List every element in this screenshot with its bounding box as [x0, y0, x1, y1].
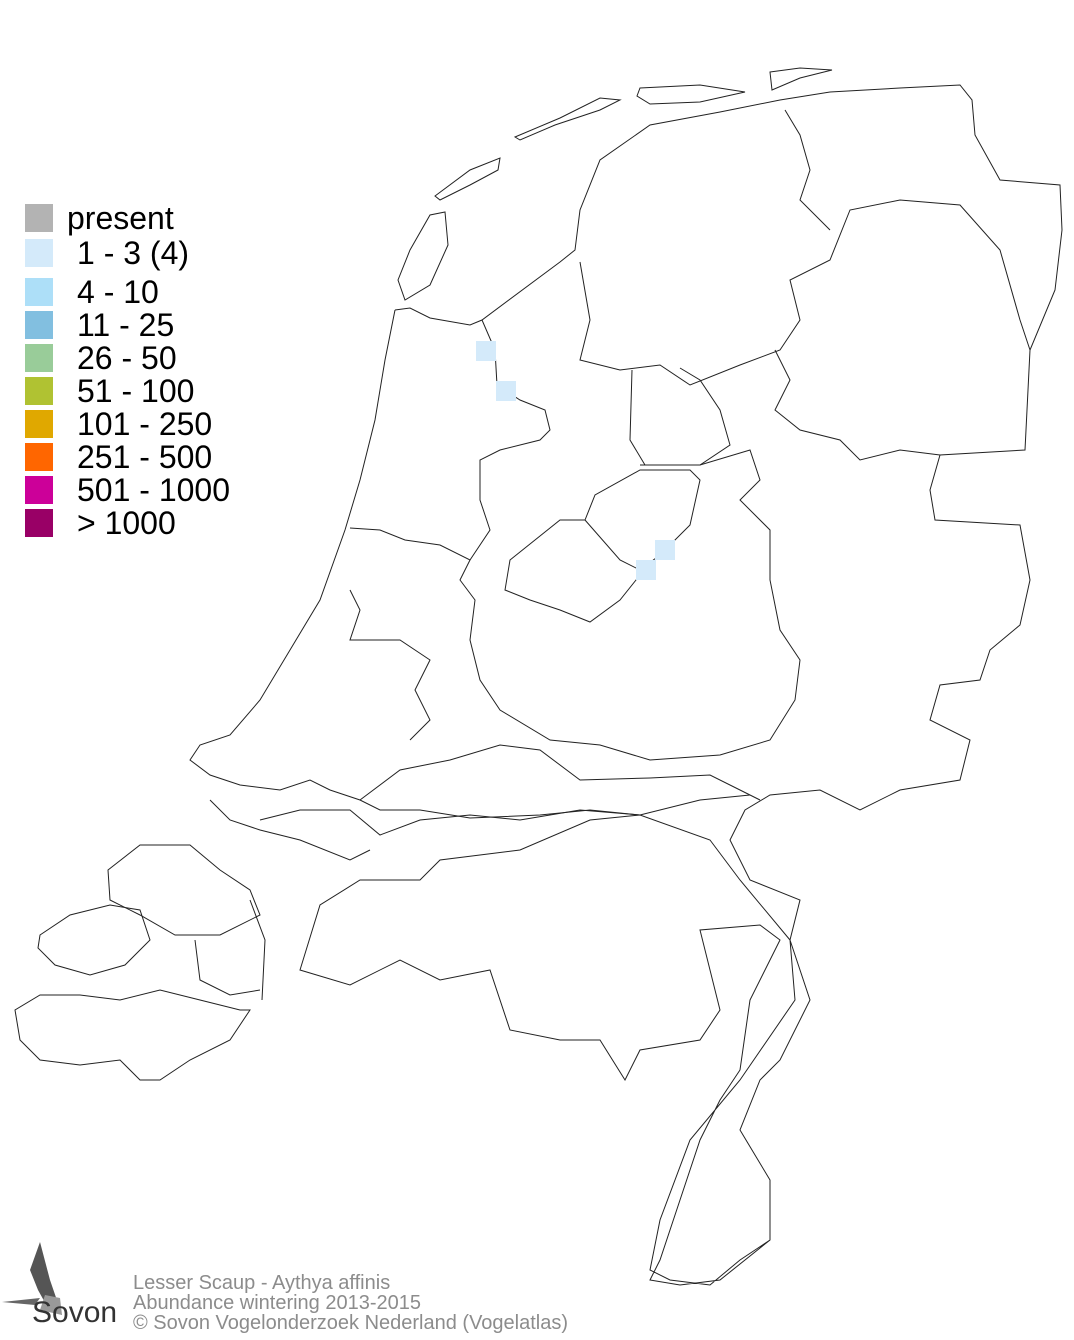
legend-swatch — [25, 344, 53, 372]
country-outline — [107, 844, 261, 936]
legend-swatch — [25, 410, 53, 438]
legend-swatch — [25, 204, 53, 232]
region-border — [784, 109, 831, 231]
map-subtitle: Abundance wintering 2013-2015 — [133, 1292, 421, 1314]
legend-item: 4 - 10 — [25, 274, 159, 310]
river — [209, 799, 371, 861]
occupied-cell — [655, 540, 675, 560]
country-outline — [14, 84, 1063, 1286]
legend-swatch — [25, 239, 53, 267]
occupied-cell — [636, 560, 656, 580]
legend-swatch — [25, 443, 53, 471]
legend-item: present — [25, 200, 174, 236]
occupied-cell — [476, 341, 496, 361]
occupied-cell — [496, 381, 516, 401]
legend-label: 51 - 100 — [77, 373, 195, 409]
legend-item: 11 - 25 — [25, 307, 175, 343]
legend-swatch — [25, 509, 53, 537]
region-border — [459, 449, 801, 761]
legend-label: 26 - 50 — [77, 340, 177, 376]
legend-label: 11 - 25 — [77, 307, 175, 343]
legend-swatch — [25, 278, 53, 306]
legend-swatch — [25, 476, 53, 504]
river — [259, 794, 751, 836]
island-outline — [397, 211, 449, 301]
river — [359, 744, 761, 801]
river — [249, 899, 266, 1001]
swallow-icon — [2, 1242, 62, 1315]
legend-label: 251 - 500 — [77, 439, 213, 475]
region-border — [774, 349, 941, 461]
country-outline — [513, 97, 622, 141]
legend-label: 101 - 250 — [77, 406, 213, 442]
legend-item: 101 - 250 — [25, 406, 213, 442]
sovon-logo-text: Sovon — [32, 1296, 118, 1329]
legend-item: 51 - 100 — [25, 373, 195, 409]
island-outline — [636, 84, 746, 105]
legend-swatch — [25, 377, 53, 405]
legend-item: 1 - 3 (4) — [25, 235, 190, 271]
region-border — [349, 589, 431, 741]
legend-label: 4 - 10 — [77, 274, 159, 310]
legend-label: 1 - 3 (4) — [77, 235, 190, 271]
island-outline — [769, 67, 833, 91]
island-outline — [434, 157, 501, 201]
legend-item: 501 - 1000 — [25, 472, 231, 508]
legend-label: present — [67, 200, 174, 236]
river — [194, 939, 261, 996]
species-title: Lesser Scaup - Aythya affinis — [133, 1272, 391, 1294]
region-border — [349, 319, 551, 561]
occupied-cells — [476, 341, 675, 580]
country-outline — [37, 904, 151, 976]
region-border — [579, 199, 1031, 386]
copyright: © Sovon Vogelonderzoek Nederland (Vogela… — [133, 1312, 569, 1334]
legend-item: > 1000 — [25, 505, 176, 541]
coast-outline — [189, 309, 641, 819]
legend-label: > 1000 — [77, 505, 176, 541]
legend-item: 26 - 50 — [25, 340, 177, 376]
legend-item: 251 - 500 — [25, 439, 213, 475]
region-border — [629, 367, 731, 466]
legend-label: 501 - 1000 — [77, 472, 231, 508]
legend-swatch — [25, 311, 53, 339]
map-caption: Lesser Scaup - Aythya affinis Abundance … — [133, 1273, 568, 1333]
